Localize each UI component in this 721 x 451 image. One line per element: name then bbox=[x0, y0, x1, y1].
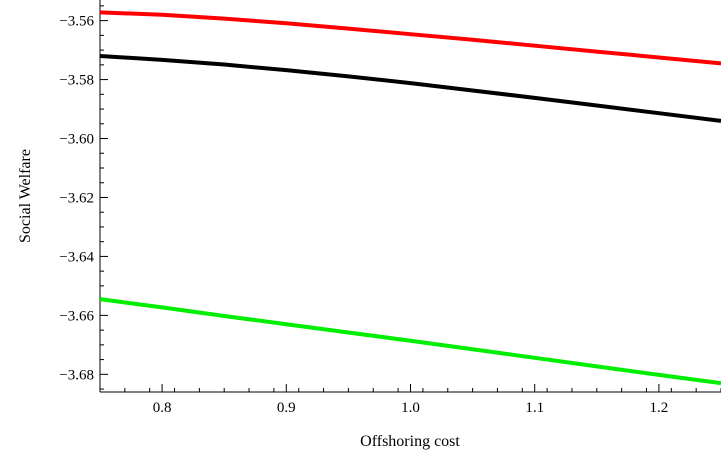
x-tick-label: 0.9 bbox=[277, 400, 296, 416]
y-axis: −3.56 −3.58 −3.60 −3.62 −3.64 −3.66 −3.68 bbox=[59, 6, 108, 389]
plot-frame bbox=[100, 0, 721, 392]
x-tick-label: 1.0 bbox=[401, 400, 420, 416]
x-tick-label: 0.8 bbox=[153, 400, 172, 416]
x-axis-title: Offshoring cost bbox=[360, 433, 460, 450]
y-tick-label: −3.60 bbox=[59, 132, 94, 148]
y-axis-title: Social Welfare bbox=[17, 149, 34, 243]
series-line-1 bbox=[100, 12, 721, 63]
y-tick-label: −3.64 bbox=[59, 249, 94, 265]
x-tick-label: 1.1 bbox=[525, 400, 544, 416]
x-axis: 0.8 0.9 1.0 1.1 1.2 bbox=[100, 384, 721, 416]
y-tick-label: −3.58 bbox=[59, 73, 94, 89]
y-tick-label: −3.62 bbox=[59, 190, 94, 206]
series-line-3 bbox=[100, 299, 721, 383]
y-tick-label: −3.66 bbox=[59, 308, 94, 324]
plot-lines bbox=[100, 12, 721, 383]
y-tick-label: −3.68 bbox=[59, 367, 94, 383]
y-tick-label: −3.56 bbox=[59, 14, 94, 30]
series-line-2 bbox=[100, 56, 721, 121]
x-tick-label: 1.2 bbox=[650, 400, 669, 416]
